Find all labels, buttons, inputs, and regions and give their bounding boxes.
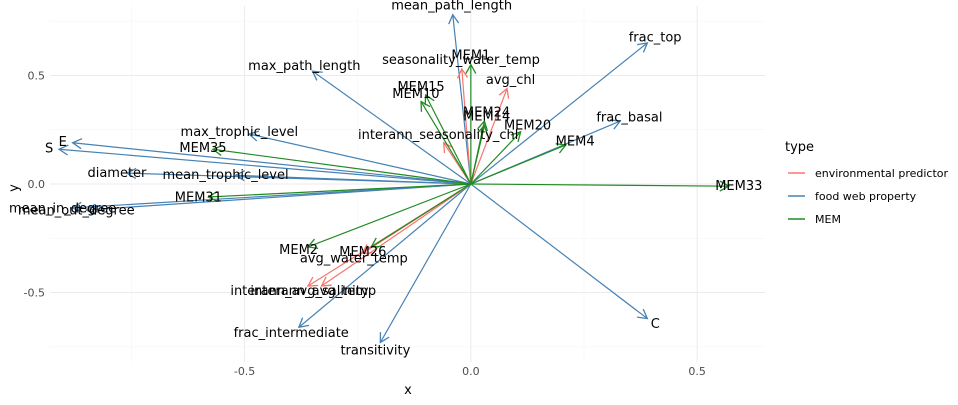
arrow-label-mem2: MEM2	[279, 243, 318, 258]
arrow-avg-chl	[470, 87, 510, 185]
arrow-label-mean-trophic-level: mean_trophic_level	[162, 168, 288, 183]
arrow-label-max-trophic-level: max_trophic_level	[181, 125, 299, 140]
arrow-mem14	[470, 124, 488, 185]
arrow-mem26	[370, 183, 472, 248]
arrow-seasonality-water-temp	[456, 67, 472, 185]
arrow-max-trophic-level	[247, 130, 471, 185]
arrow-mem35	[211, 144, 471, 185]
arrow-label-frac-intermediate: frac_intermediate	[234, 326, 349, 341]
legend-label: environmental predictor	[815, 167, 949, 180]
arrow-label-mem26: MEM26	[339, 245, 386, 260]
arrow-mem4	[470, 143, 568, 185]
y-axis-title: y	[7, 184, 22, 192]
arrow-label-mem35: MEM35	[179, 141, 226, 156]
arrow-label-mean-out-degree: mean_out_degree	[18, 204, 135, 219]
arrow-label-mem4: MEM4	[556, 135, 595, 150]
legend-title: type	[785, 140, 814, 155]
arrow-label-e: E	[59, 135, 67, 150]
arrow-label-mean-path-length: mean_path_length	[391, 0, 512, 14]
arrow-layer	[57, 13, 731, 344]
arrow-label-s: S	[45, 142, 53, 157]
arrow-label-mem31: MEM31	[175, 190, 222, 205]
arrow-label-c: C	[651, 317, 660, 332]
arrow-mean-out-degree	[84, 183, 471, 216]
arrow-label-seasonality-water-temp: seasonality_water_temp	[382, 53, 540, 68]
arrow-mem15	[424, 93, 472, 185]
arrow-label-avg-water-temp: avg_water_temp	[300, 251, 408, 266]
arrow-label-mem10: MEM10	[392, 87, 439, 102]
x-tick-label: 0.5	[688, 365, 706, 378]
arrow-label-max-path-length: max_path_length	[248, 59, 360, 74]
y-tick-label: -0.5	[24, 287, 45, 300]
arrow-mem33	[470, 180, 731, 192]
arrow-label-mem24: MEM24	[463, 105, 510, 120]
arrow-mean-path-length	[448, 13, 472, 185]
arrow-label-interann-seasonality-chl: interann_seasonality_chl	[358, 128, 518, 143]
arrow-label-mem1: MEM1	[451, 49, 490, 64]
arrow-e	[71, 138, 471, 185]
arrow-label-transitivity: transitivity	[340, 343, 410, 358]
arrow-label-layer: mean_path_length frac_top max_path_lengthf…	[9, 0, 762, 358]
arrow-frac-intermediate	[297, 183, 472, 329]
arrow-max-path-length	[311, 70, 472, 185]
arrow-label-frac-basal: frac_basal	[596, 111, 662, 126]
y-tick-label: 0.0	[28, 178, 46, 191]
arrow-label-interann-avg-temp: interann_avg_temp	[250, 284, 376, 299]
arrow-mem10	[420, 100, 472, 185]
arrow-label-mem14: MEM14	[463, 110, 510, 125]
legend-label: food web property	[815, 190, 917, 203]
x-tick-label: 0.0	[462, 365, 480, 378]
legend: type environmental predictor food web pro…	[785, 140, 949, 226]
arrow-s	[57, 144, 471, 185]
x-axis-title: x	[404, 383, 412, 398]
arrow-label-avg-chl: avg_chl	[486, 73, 535, 88]
arrow-c	[470, 183, 649, 320]
axes: x y -0.5 0.0 0.5 -0.5 0.0 0.5	[7, 69, 706, 398]
arrow-label-frac-top: frac_top	[629, 30, 682, 45]
arrow-label-mem33: MEM33	[715, 179, 762, 194]
arrow-mem20	[470, 130, 522, 185]
legend-label: MEM	[815, 213, 841, 226]
y-tick-label: 0.5	[28, 69, 46, 82]
arrow-label-diameter: diameter	[87, 166, 147, 181]
arrow-transitivity	[379, 183, 472, 344]
arrow-label-mem15: MEM15	[397, 80, 444, 95]
arrow-mem31	[207, 183, 471, 203]
arrow-mem2	[306, 183, 472, 250]
arrow-label-interann-avg-salinity: interann_avg_salinity	[230, 284, 369, 299]
arrow-frac-top	[470, 42, 649, 185]
grid	[50, 6, 765, 362]
arrow-label-mem20: MEM20	[504, 118, 551, 133]
x-tick-label: -0.5	[234, 365, 255, 378]
arrow-label-mean-in-degree: mean_in_degree	[9, 201, 116, 216]
arrow-mean-trophic-level	[234, 170, 471, 185]
arrow-interann-avg-temp	[320, 183, 472, 287]
